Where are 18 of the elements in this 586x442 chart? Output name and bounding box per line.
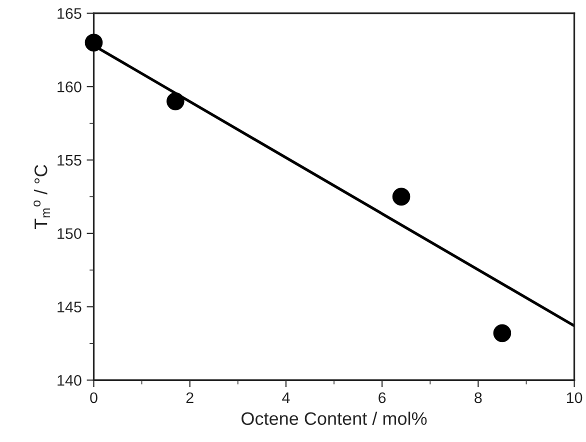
point xyxy=(493,324,512,342)
y-tick-label: 145 xyxy=(58,302,82,312)
y-tick-label: 155 xyxy=(58,155,82,166)
x-tick-label: 10 xyxy=(566,392,582,404)
point xyxy=(84,34,103,52)
x-tick-label: 0 xyxy=(90,392,98,404)
x-tick-label: 2 xyxy=(186,392,194,403)
y-axis-title: T$_{m}$$^{o}$ / °C xyxy=(34,164,50,229)
y-tick-label: 160 xyxy=(58,82,82,92)
y-tick-label: 165 xyxy=(58,8,82,19)
point xyxy=(166,92,184,110)
x-tick-label: 4 xyxy=(282,392,290,403)
y-tick-label: 150 xyxy=(58,228,82,240)
y-tick-label: 140 xyxy=(58,374,82,386)
x-tick-label: 6 xyxy=(378,392,386,404)
x-axis-title: Octene Content / mol% xyxy=(242,412,427,425)
x-tick-label: 8 xyxy=(474,392,482,404)
point xyxy=(392,188,410,206)
